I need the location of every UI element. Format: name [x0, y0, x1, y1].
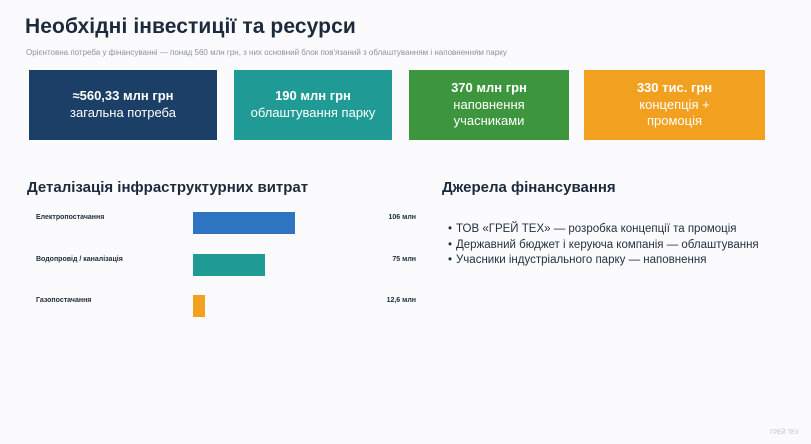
summary-cards: ≈560,33 млн грн загальна потреба 190 млн…	[29, 70, 765, 140]
card-total-value: ≈560,33 млн грн	[72, 88, 174, 104]
bar-category-label: Газопостачання	[36, 297, 92, 304]
page-title: Необхідні інвестиції та ресурси	[25, 15, 356, 38]
card-park-setup-label: облаштування парку	[250, 105, 376, 120]
card-total: ≈560,33 млн грн загальна потреба	[29, 70, 217, 140]
bar-row: Електропостачання 106 млн	[0, 212, 430, 238]
card-participants-value: 370 млн грн	[451, 79, 527, 95]
bar	[193, 254, 265, 276]
card-total-label: загальна потреба	[70, 105, 176, 120]
footer-brand: ГРЕЙ ТЕХ	[770, 430, 799, 436]
bar-value-label: 75 млн	[392, 256, 416, 263]
funding-item: ТОВ «ГРЕЙ ТЕХ» — розробка концепції та п…	[448, 222, 768, 238]
bar-row: Газопостачання 12,6 млн	[0, 295, 430, 321]
card-concept: 330 тис. грн концепція + промоція	[584, 70, 765, 140]
funding-section-title: Джерела фінансування	[442, 179, 616, 196]
card-concept-label: концепція + промоція	[639, 96, 710, 129]
funding-item: Державний бюджет і керуюча компанія — об…	[448, 238, 768, 254]
funding-item: Учасники індустріального парку — наповне…	[448, 253, 768, 269]
bar	[193, 212, 295, 234]
bar-value-label: 12,6 млн	[386, 297, 416, 304]
card-park-setup-value: 190 млн грн	[275, 88, 351, 104]
card-participants: 370 млн грн наповнення учасниками	[409, 70, 569, 140]
bar-category-label: Водопровід / каналізація	[36, 256, 123, 263]
bar	[193, 295, 205, 317]
bar-value-label: 106 млн	[388, 214, 416, 221]
bar-category-label: Електропостачання	[36, 214, 105, 221]
infra-section-title: Деталізація інфраструктурних витрат	[27, 179, 309, 196]
page-subtitle: Орієнтовна потреба у фінансуванні — пона…	[26, 48, 507, 57]
funding-list: ТОВ «ГРЕЙ ТЕХ» — розробка концепції та п…	[448, 222, 768, 269]
card-park-setup: 190 млн грн облаштування парку	[234, 70, 392, 140]
card-concept-value: 330 тис. грн	[636, 79, 713, 95]
bar-row: Водопровід / каналізація 75 млн	[0, 254, 430, 280]
card-participants-label: наповнення учасниками	[453, 96, 525, 129]
